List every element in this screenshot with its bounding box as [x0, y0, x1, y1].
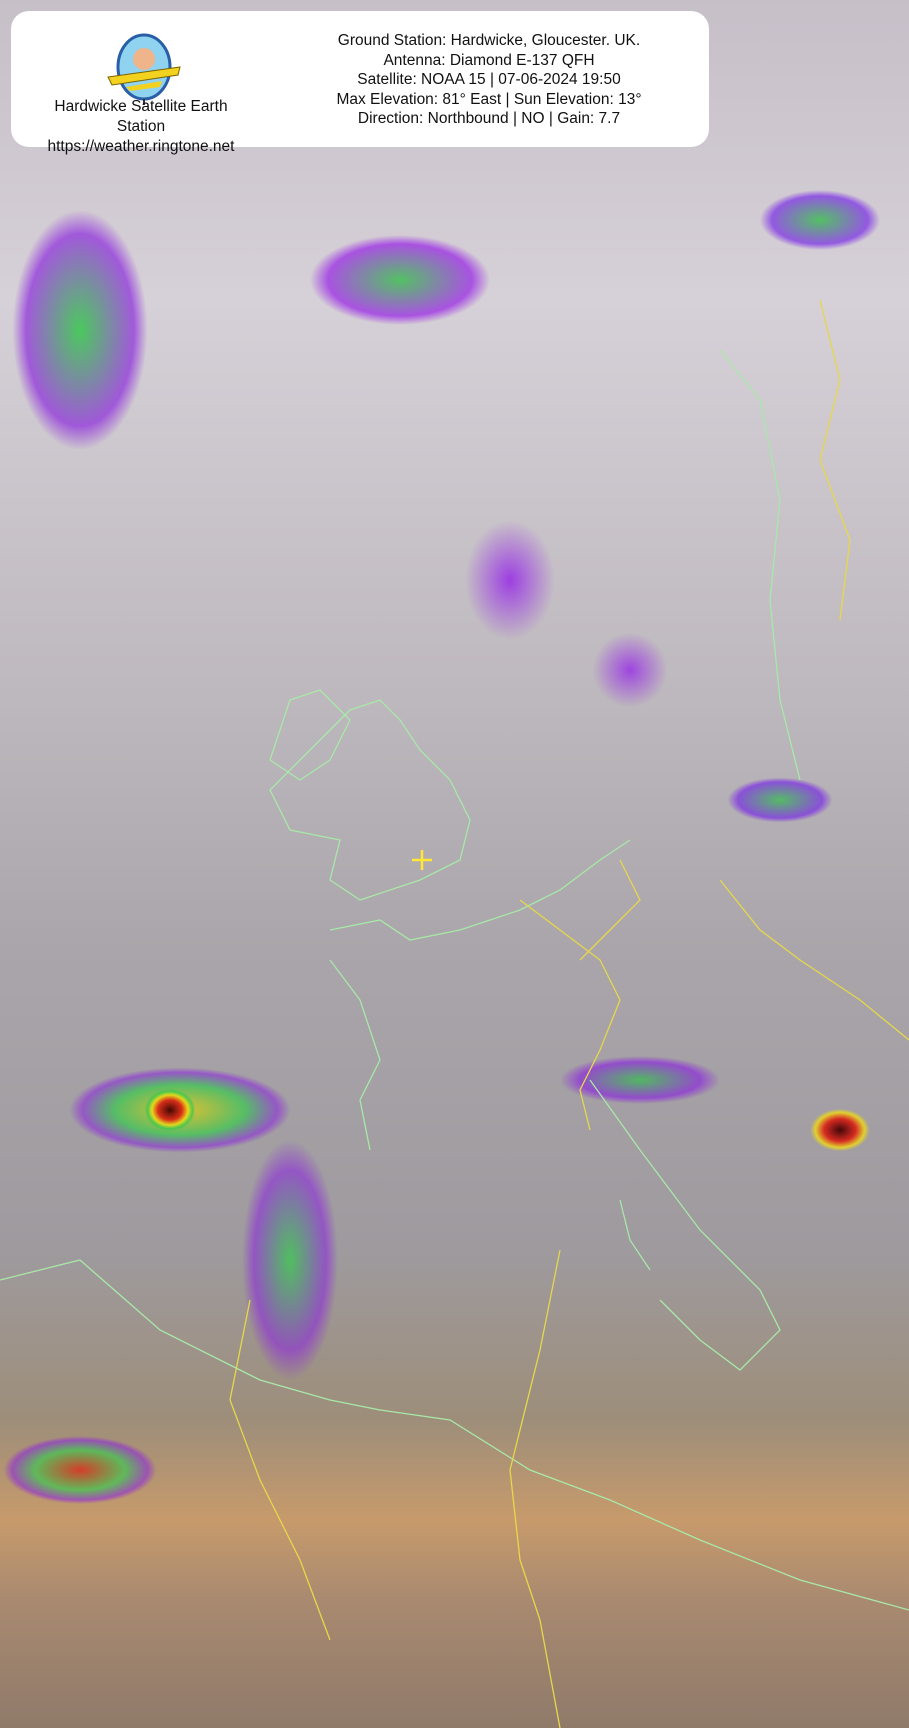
station-info: Hardwicke Satellite Earth Station https:… — [25, 97, 257, 157]
coastlines — [0, 349, 909, 1611]
info-panel: Hardwicke Satellite Earth Station https:… — [11, 11, 709, 155]
phobic-flyer-logo — [107, 33, 181, 105]
station-name-line2: Station — [116, 118, 166, 135]
ground-station-crosshair-icon — [412, 850, 432, 870]
borders — [229, 299, 909, 1728]
satellite-pass: Satellite: NOAA 15 | 07-06-2024 19:50 — [357, 71, 621, 88]
pass-details: Ground Station: Hardwicke, Gloucester. U… — [279, 31, 699, 129]
direction-gain: Direction: Northbound | NO | Gain: 7.7 — [357, 110, 621, 127]
ground-station: Ground Station: Hardwicke, Gloucester. U… — [337, 32, 641, 49]
elevation: Max Elevation: 81° East | Sun Elevation:… — [336, 90, 642, 108]
station-name-line1: Hardwicke Satellite Earth — [54, 98, 228, 115]
antenna: Antenna: Diamond E-137 QFH — [383, 51, 595, 69]
website-link[interactable]: https://weather.ringtone.net — [47, 138, 235, 155]
